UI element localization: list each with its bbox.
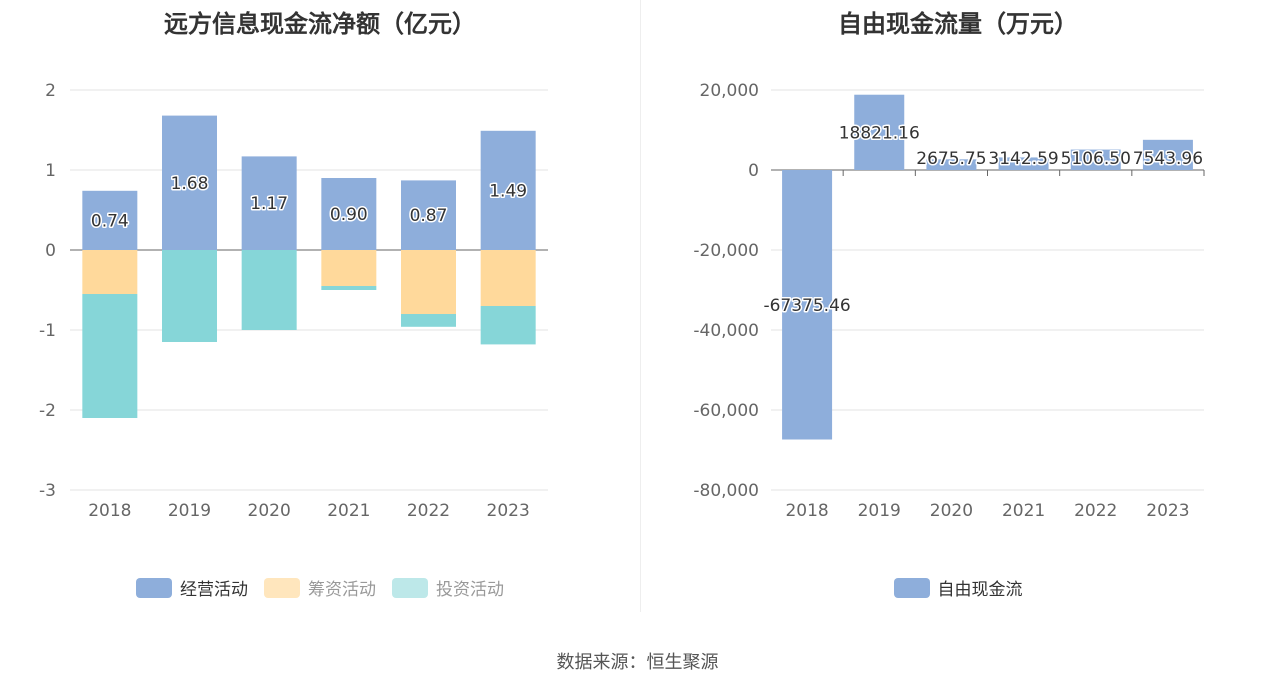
bar (926, 159, 977, 170)
left-chart-plot: 2 1 0 -1 -2 -3 0.74 2018 1.68 2019 1.17 2020 0.90 202… (39, 81, 548, 521)
y-tick-label: -2 (39, 401, 56, 421)
left-chart-legend: 经营活动 筹资活动 投资活动 (0, 575, 640, 600)
legend-swatch-financing (264, 577, 300, 598)
bar-segment (162, 115, 217, 250)
bar (1070, 149, 1121, 170)
bar-value-label: 18821.16 (839, 123, 920, 143)
x-tick-label: 2023 (1146, 501, 1189, 521)
bar-segment (321, 250, 377, 286)
bar-value-label: 7543.96 (1133, 149, 1203, 169)
bar-segment (401, 314, 456, 327)
legend-label-financing: 筹资活动 (308, 580, 376, 600)
right-chart-panel: 自由现金流量（万元） 20,000 0 -20,000 -40,000 -60,000 -… (641, 0, 1275, 620)
left-chart-panel: 远方信息现金流净额（亿元） 2 1 0 -1 -2 -3 0.74 2018 1.68 2019 1… (0, 0, 640, 620)
legend-swatch-investing (392, 577, 428, 598)
bar-segment (82, 190, 138, 250)
x-tick-label: 2021 (327, 501, 370, 521)
bar (1142, 139, 1193, 170)
bar-segment (321, 178, 377, 250)
x-tick-label: 2019 (858, 501, 901, 521)
legend-item-operating[interactable]: 经营活动 (136, 575, 248, 600)
legend-swatch-free-cash-flow (893, 577, 930, 598)
bar-value-label: 1.49 (489, 181, 527, 201)
legend-item-financing[interactable]: 筹资活动 (264, 575, 376, 600)
bar-value-label: 0.74 (91, 211, 129, 231)
bar-segment (401, 180, 456, 250)
bar-segment (321, 286, 377, 290)
bar-value-label: 0.90 (330, 205, 368, 225)
bar-value-label: 1.68 (171, 174, 209, 194)
bar-value-label: 2675.75 (916, 149, 986, 169)
x-tick-label: 2018 (88, 501, 131, 521)
bar-value-label: 5106.50 (1061, 149, 1131, 169)
bar-segment (401, 250, 456, 314)
bar (854, 94, 905, 170)
legend-item-free-cash-flow[interactable]: 自由现金流 (893, 575, 1023, 600)
y-tick-label: 0 (748, 161, 759, 181)
y-tick-label: -60,000 (693, 401, 759, 421)
legend-label-investing: 投资活动 (436, 580, 504, 600)
x-tick-label: 2019 (168, 501, 211, 521)
y-tick-label: 20,000 (700, 81, 759, 101)
bar-value-label: 3142.59 (988, 149, 1058, 169)
left-chart-title: 远方信息现金流净额（亿元） (164, 10, 476, 38)
bar-segment (82, 294, 138, 418)
data-source: 数据来源：恒生聚源 (556, 652, 719, 673)
x-tick-label: 2020 (930, 501, 973, 521)
y-tick-label: -20,000 (693, 241, 759, 261)
right-chart-plot: 20,000 0 -20,000 -40,000 -60,000 -80,000 -6737… (693, 81, 1204, 521)
legend-label-operating: 经营活动 (180, 580, 248, 600)
right-chart-title: 自由现金流量（万元） (838, 10, 1078, 38)
y-tick-label: -1 (39, 321, 56, 341)
y-tick-label: 2 (45, 81, 56, 101)
bar-segment (241, 156, 297, 250)
x-tick-label: 2018 (785, 501, 828, 521)
y-tick-label: -40,000 (693, 321, 759, 341)
x-tick-label: 2022 (1074, 501, 1117, 521)
bar (782, 170, 833, 440)
legend-label-free-cash-flow: 自由现金流 (937, 580, 1023, 600)
y-tick-label: 0 (45, 241, 56, 261)
x-tick-label: 2023 (487, 501, 530, 521)
bar (998, 157, 1049, 170)
panel-divider (640, 0, 641, 612)
right-chart-legend: 自由现金流 (641, 575, 1275, 600)
y-tick-label: -3 (39, 481, 56, 501)
bar-value-label: 0.87 (410, 206, 448, 226)
bar-segment (82, 250, 138, 294)
y-tick-label: -80,000 (693, 481, 759, 501)
legend-swatch-operating (136, 577, 172, 598)
bar-segment (162, 250, 217, 342)
y-tick-label: 1 (45, 161, 56, 181)
bar-value-label: -67375.46 (763, 296, 850, 316)
x-tick-label: 2022 (407, 501, 450, 521)
x-tick-label: 2021 (1002, 501, 1045, 521)
bar-segment (480, 130, 536, 250)
legend-item-investing[interactable]: 投资活动 (392, 575, 504, 600)
bar-segment (480, 306, 536, 345)
x-tick-label: 2020 (248, 501, 291, 521)
bar-value-label: 1.17 (250, 194, 288, 214)
bar-segment (241, 250, 297, 330)
bar-segment (480, 250, 536, 306)
